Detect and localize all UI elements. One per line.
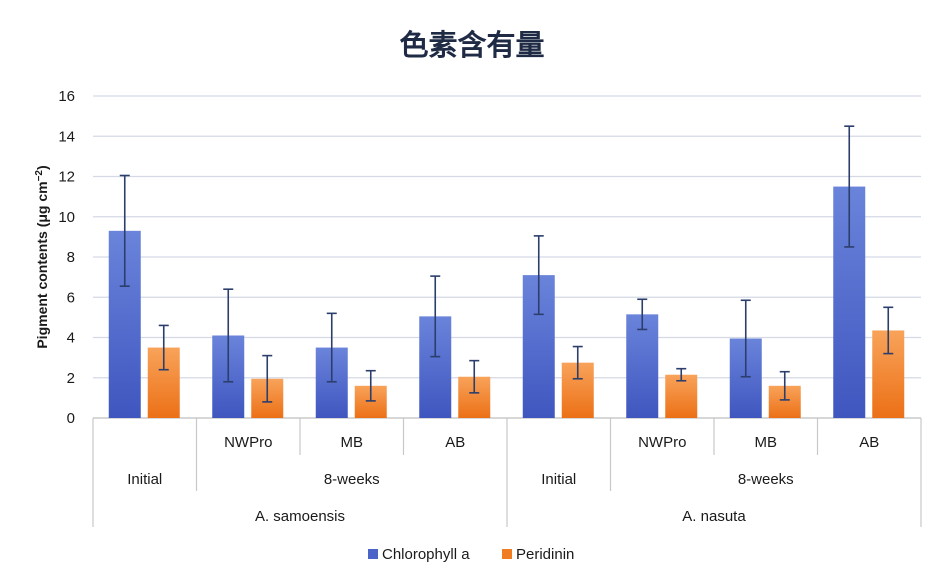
y-tick-label: 10 (58, 209, 75, 226)
x-category-label: MB (341, 434, 364, 451)
y-tick-label: 2 (67, 370, 75, 387)
x-category-label: AB (445, 434, 465, 451)
x-category-label: NWPro (224, 434, 272, 451)
error-bars (119, 125, 894, 403)
x-category-label: NWPro (638, 434, 686, 451)
y-axis-label: Pigment contents (μg cm−2) (34, 165, 50, 348)
x-group-label: 8-weeks (738, 471, 794, 488)
y-axis-label-superscript: −2 (34, 170, 45, 182)
legend-label: Chlorophyll a (382, 546, 470, 563)
x-axis: NWPro MB AB NWPro MB AB Initial 8-weeks Initial 8… (92, 418, 922, 527)
bar-peridinin (665, 374, 698, 418)
x-group-label: Initial (541, 471, 576, 488)
legend-label: Peridinin (516, 546, 574, 563)
y-axis-ticks: 0 2 4 6 8 10 12 14 16 (58, 88, 75, 427)
bar-chlorophyll-a (626, 314, 659, 418)
y-tick-label: 8 (67, 249, 75, 266)
y-axis-label-end: ) (34, 165, 50, 170)
y-tick-label: 6 (67, 289, 75, 306)
y-tick-label: 16 (58, 88, 75, 105)
x-species-label: A. samoensis (255, 508, 345, 525)
y-tick-label: 14 (58, 128, 75, 145)
x-category-label: MB (755, 434, 778, 451)
x-group-label: 8-weeks (324, 471, 380, 488)
chart-title: 色素含有量 (399, 28, 544, 62)
x-category-label: AB (859, 434, 879, 451)
x-species-label: A. nasuta (682, 508, 746, 525)
y-tick-label: 12 (58, 169, 75, 186)
x-group-label: Initial (127, 471, 162, 488)
legend-swatch-chlorophyll-a (368, 549, 378, 559)
legend: Chlorophyll a Peridinin (368, 546, 574, 563)
legend-swatch-peridinin (502, 549, 512, 559)
y-axis-label-main: Pigment contents (μg cm (34, 181, 50, 348)
y-tick-label: 0 (67, 410, 75, 427)
y-tick-label: 4 (67, 330, 75, 347)
